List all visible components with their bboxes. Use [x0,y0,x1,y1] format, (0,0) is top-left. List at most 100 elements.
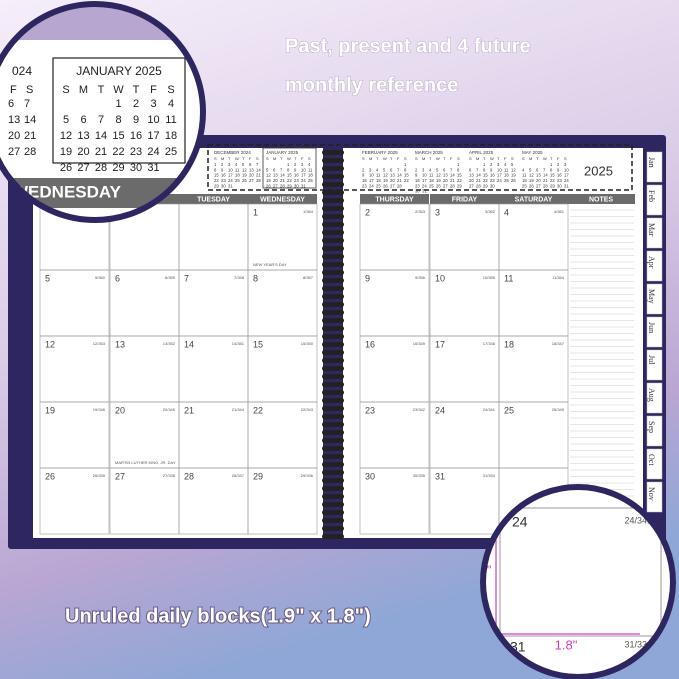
spiral-ring [322,278,344,283]
mini-letter: S [415,156,418,161]
spiral-ring [322,350,344,355]
mini-letter: T [294,156,297,161]
day-number: 25 [504,405,514,415]
day-number: 30 [365,471,375,481]
mini-day: 16 [557,173,562,178]
tab-label: Apr [647,256,656,269]
spiral-ring [322,390,344,395]
mini-day: 20 [443,178,448,183]
mini-letter: F [301,156,304,161]
tab-label: Aug [647,388,656,402]
mini-day: 18 [235,173,240,178]
tab-label: Nov [647,487,656,501]
mini-day: 10 [497,167,502,172]
day-number: 29 [253,471,263,481]
day-of-year: 13/352 [163,341,176,346]
spiral-ring [322,230,344,235]
mini-day: 1 [483,162,486,167]
height-label: 1.9" [469,562,492,577]
mini-day: 30 [294,183,299,188]
mini-day: 16 [415,178,420,183]
weekday-letter: F [150,84,157,96]
day-of-year: 12/353 [93,341,106,346]
header-bar [248,194,317,204]
spiral-ring [322,502,344,507]
mini-day: 27 [443,183,448,188]
mini-letter: T [483,156,486,161]
fragment-letter: F [10,84,17,96]
mini-letter: M [273,156,276,161]
mini-day: 26 [436,183,441,188]
day-of-year: 25/340 [552,407,565,412]
day-number: 6 [115,273,120,283]
zoom-day: 2 [133,98,139,110]
month-box [52,57,186,164]
mini-letter: F [557,156,560,161]
mini-day: 13 [443,173,448,178]
mini-day: 7 [397,167,400,172]
day-of-year: 9/356 [415,275,426,280]
zoom-day: 27 [77,162,89,174]
mini-day: 16 [221,173,226,178]
mini-day: 2 [490,162,493,167]
mini-day: 8 [287,167,290,172]
mini-day: 22 [214,178,219,183]
weekday-letter: T [98,84,105,96]
mini-day: 4 [376,167,379,172]
mini-day: 10 [422,173,427,178]
zoom-day: 26 [60,162,72,174]
mini-day: 27 [390,183,395,188]
mini-day: 9 [557,167,560,172]
mini-day: 18 [429,178,434,183]
day-of-year: 16/349 [413,341,426,346]
day-number: 31 [435,471,445,481]
day-of-year: 10/355 [483,275,496,280]
mini-day: 31 [564,183,569,188]
zoom-day: 10 [147,114,159,126]
spiral-ring [322,342,344,347]
mini-day: 24 [564,178,569,183]
spiral-ring [322,454,344,459]
mini-letter: W [543,156,547,161]
spiral-ring [322,534,344,539]
day-of-year: 27/338 [163,473,176,478]
mini-day: 8 [483,167,486,172]
mini-day: 11 [308,167,313,172]
zoom-day: 7 [98,114,104,126]
day-number: 21 [184,405,194,415]
spiral-ring [322,190,344,195]
mini-day: 7 [256,162,259,167]
day-number: 28 [184,471,194,481]
mini-letter: M [221,156,224,161]
mini-day: 14 [450,173,455,178]
zoom-day: 4 [168,98,174,110]
mini-day: 6 [273,167,276,172]
day-number: 12 [45,339,55,349]
fragment-day: 13 [8,114,20,126]
month-tab [646,316,663,348]
month-tab [646,448,663,480]
mini-day: 25 [308,178,313,183]
spiral-ring [322,374,344,379]
spiral-ring [322,422,344,427]
mini-day: 3 [564,162,567,167]
mini-day: 18 [504,173,509,178]
mini-day: 14 [476,173,481,178]
day-of-year: 8/357 [303,275,314,280]
mini-day: 14 [543,173,548,178]
spiral-ring [322,158,344,163]
spiral-ring [322,198,344,203]
spiral-ring [322,294,344,299]
spiral-ring [322,446,344,451]
month-tab [646,481,663,513]
mini-day: 23 [294,178,299,183]
mini-day: 18 [308,173,313,178]
mini-day: 23 [415,183,420,188]
mini-day: 10 [228,167,233,172]
mini-day: 8 [550,167,553,172]
spiral-ring [322,414,344,419]
zoom-day: 30 [130,162,142,174]
day-header: TUESDAY [197,196,230,203]
spiral-ring [322,406,344,411]
